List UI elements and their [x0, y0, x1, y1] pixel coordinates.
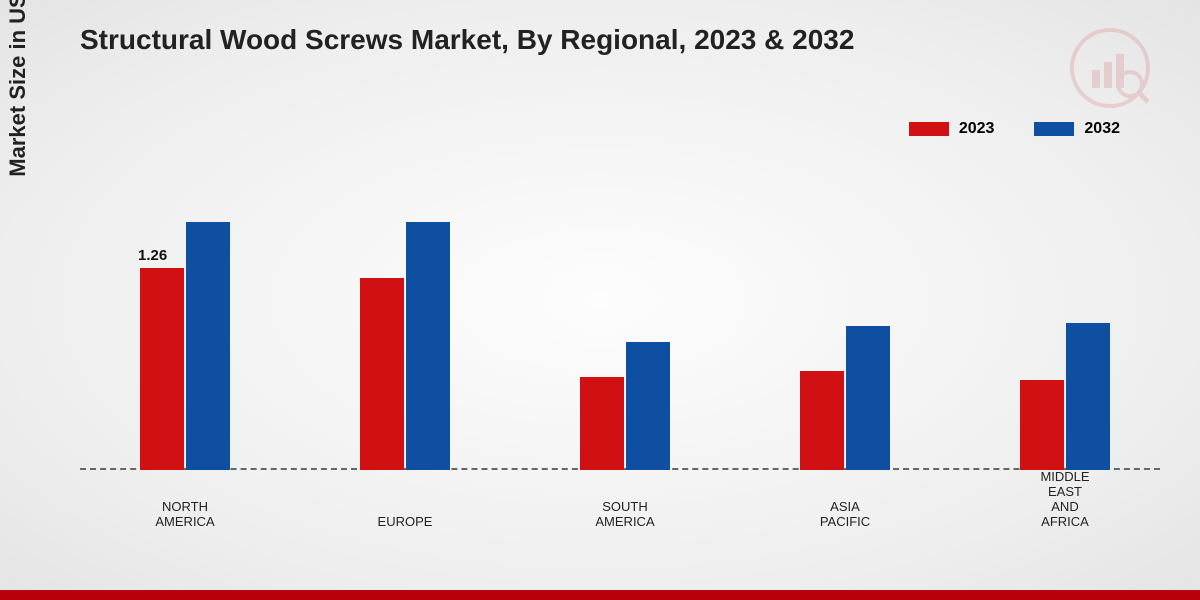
legend-swatch-icon	[1034, 122, 1074, 136]
x-axis-label: MIDDLEEASTANDAFRICA	[1040, 470, 1089, 530]
bar-2023	[800, 371, 844, 470]
legend: 2023 2032	[909, 120, 1120, 138]
bar-2023	[360, 278, 404, 470]
bar-group	[580, 342, 670, 470]
x-axis-label: NORTHAMERICA	[155, 500, 214, 530]
legend-item-2023: 2023	[909, 120, 995, 138]
x-axis-label: EUROPE	[378, 515, 433, 530]
legend-label: 2032	[1084, 120, 1120, 138]
bar-group	[800, 326, 890, 470]
bar-2023	[1020, 380, 1064, 470]
bar-2032	[846, 326, 890, 470]
bar-2023	[140, 268, 184, 470]
legend-label: 2023	[959, 120, 995, 138]
brand-logo	[1070, 28, 1150, 113]
bar-group	[360, 222, 450, 470]
bar-2032	[1066, 323, 1110, 470]
bar-2032	[186, 222, 230, 470]
data-label: 1.26	[138, 247, 167, 264]
x-axis-label: SOUTHAMERICA	[595, 500, 654, 530]
bar-2023	[580, 377, 624, 470]
bar-2032	[406, 222, 450, 470]
y-axis-label: Market Size in USD Billion	[5, 0, 31, 177]
chart-title: Structural Wood Screws Market, By Region…	[80, 24, 854, 56]
x-axis-label: ASIAPACIFIC	[820, 500, 870, 530]
bar-group	[1020, 323, 1110, 470]
legend-item-2032: 2032	[1034, 120, 1120, 138]
legend-swatch-icon	[909, 122, 949, 136]
plot-area: NORTHAMERICA 1.26 EUROPE SOUTHAMERICA ASIAPA…	[80, 150, 1160, 530]
bar-2032	[626, 342, 670, 470]
footer-accent-bar	[0, 590, 1200, 600]
